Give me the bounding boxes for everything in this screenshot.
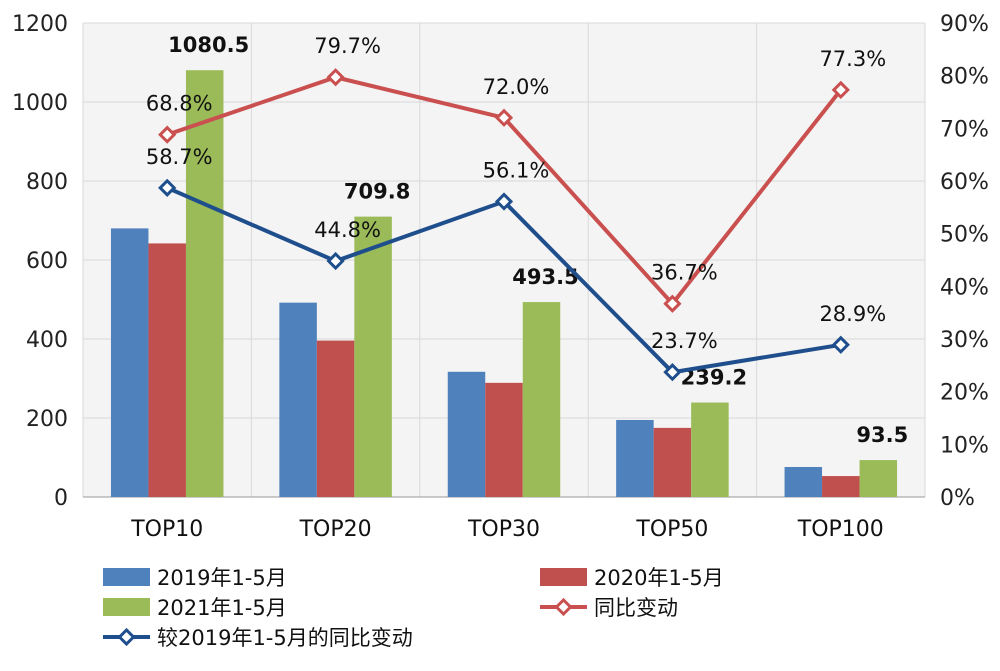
y2-tick-label: 50% xyxy=(940,223,989,248)
legend-swatch xyxy=(103,568,150,586)
line-marker xyxy=(494,108,514,127)
y2-tick-label: 20% xyxy=(940,381,989,406)
y2-tick-label: 80% xyxy=(940,65,989,90)
y-tick-label: 1200 xyxy=(12,12,68,37)
bar xyxy=(822,476,860,497)
x-tick-label: TOP30 xyxy=(467,517,540,542)
y-tick-label: 400 xyxy=(26,328,68,353)
x-tick-label: TOP100 xyxy=(797,517,884,542)
bar-data-label: 93.5 xyxy=(856,423,908,447)
bar xyxy=(691,402,729,497)
bar xyxy=(316,340,355,497)
bar xyxy=(279,302,317,497)
bar xyxy=(110,228,149,497)
x-tick-label: TOP20 xyxy=(299,517,372,542)
y2-tick-label: 10% xyxy=(940,433,989,458)
line-data-label: 77.3% xyxy=(819,47,886,71)
line-data-label: 58.7% xyxy=(146,145,213,169)
line-data-label: 72.0% xyxy=(483,75,550,99)
line-data-label: 44.8% xyxy=(314,218,381,242)
y2-tick-label: 40% xyxy=(940,275,989,300)
y2-tick-label: 60% xyxy=(940,170,989,195)
bar xyxy=(522,302,561,497)
y-tick-label: 1000 xyxy=(12,91,68,116)
y-tick-label: 800 xyxy=(26,170,68,195)
line-marker xyxy=(494,192,514,211)
line-data-label: 79.7% xyxy=(314,34,381,58)
line-data-label: 68.8% xyxy=(146,92,213,116)
bar-data-label: 493.5 xyxy=(512,265,578,289)
y2-tick-label: 0% xyxy=(940,486,975,511)
legend-label: 2021年1-5月 xyxy=(157,596,287,620)
bar xyxy=(354,216,392,497)
bar xyxy=(616,419,654,497)
line-marker xyxy=(831,335,850,354)
line-data-label: 23.7% xyxy=(651,329,718,353)
legend-label: 2019年1-5月 xyxy=(157,566,287,590)
legend-swatch xyxy=(103,598,150,616)
y2-tick-label: 70% xyxy=(940,117,989,142)
bar-data-label: 709.8 xyxy=(344,180,410,204)
y-tick-label: 0 xyxy=(54,486,68,511)
y-tick-label: 600 xyxy=(26,249,68,274)
legend-marker xyxy=(554,597,573,617)
line-marker xyxy=(158,125,177,144)
y2-tick-label: 90% xyxy=(940,12,989,37)
line-marker xyxy=(326,251,345,271)
line-marker xyxy=(326,68,345,87)
line-data-label: 56.1% xyxy=(483,159,550,183)
bar xyxy=(185,70,224,497)
legend-label: 2020年1-5月 xyxy=(594,566,724,590)
bar xyxy=(653,427,692,497)
line-data-label: 36.7% xyxy=(651,261,718,285)
bar xyxy=(447,371,486,497)
line-marker xyxy=(831,80,850,100)
x-tick-label: TOP50 xyxy=(635,517,708,542)
y-tick-label: 200 xyxy=(26,407,68,432)
legend-swatch xyxy=(540,568,587,586)
line-data-label: 28.9% xyxy=(819,302,886,326)
line-marker xyxy=(663,363,682,382)
y2-tick-label: 30% xyxy=(940,328,989,353)
line-marker xyxy=(663,294,682,313)
x-tick-label: TOP10 xyxy=(130,517,203,542)
bar xyxy=(485,382,523,497)
legend-label: 同比变动 xyxy=(594,596,678,620)
legend-marker xyxy=(117,627,136,647)
bar-data-label: 1080.5 xyxy=(168,33,249,57)
bar xyxy=(148,243,186,497)
bar xyxy=(859,460,898,497)
line-marker xyxy=(158,178,177,197)
legend-label: 较2019年1-5月的同比变动 xyxy=(157,626,413,650)
bar xyxy=(784,466,823,497)
